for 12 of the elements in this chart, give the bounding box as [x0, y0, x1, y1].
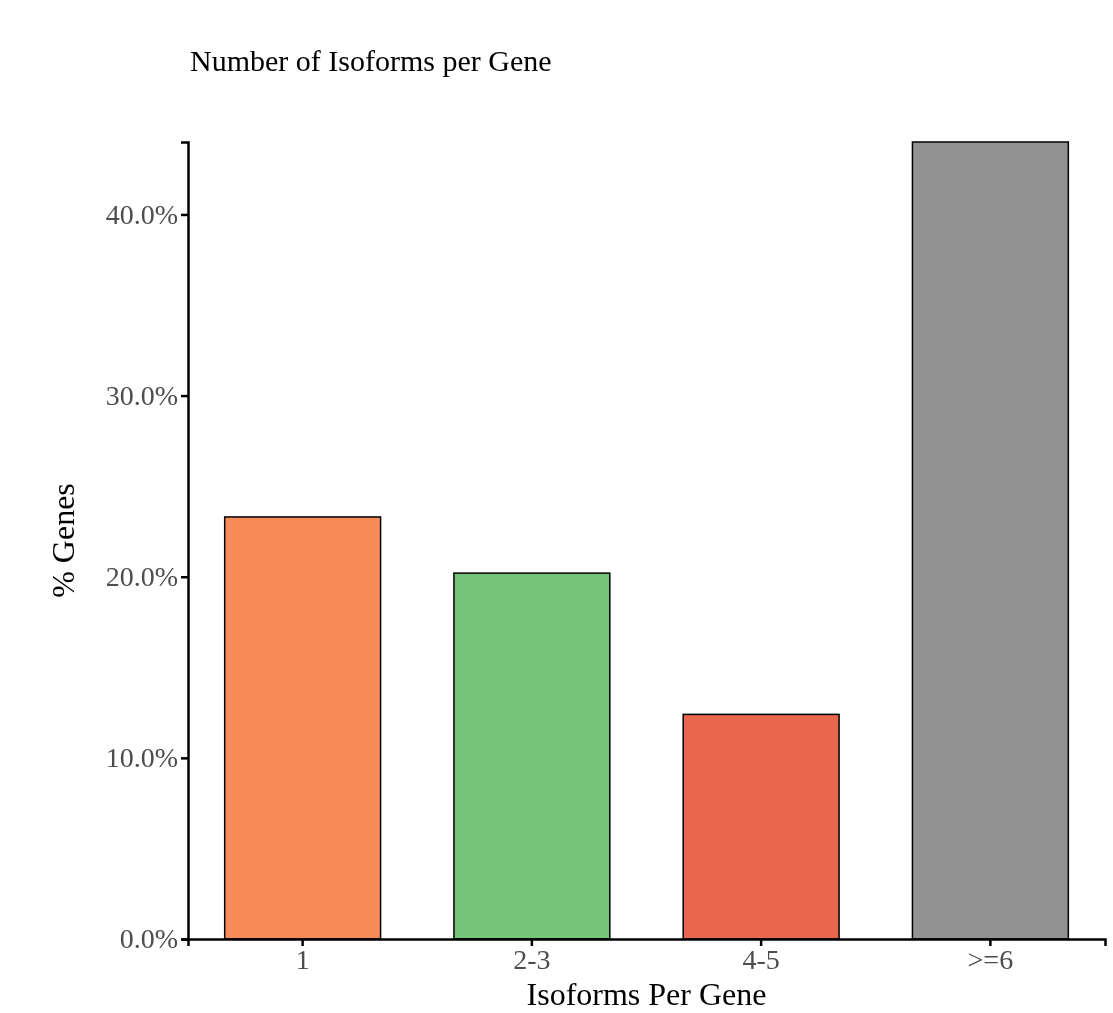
y-tick-label: 40.0%	[105, 198, 178, 230]
y-tick-label: 0.0%	[119, 923, 178, 955]
chart-title: Number of Isoforms per Gene	[190, 44, 552, 77]
y-tick-label: 20.0%	[105, 561, 178, 593]
y-tick-label: 30.0%	[105, 380, 178, 412]
x-axis-title: Isoforms Per Gene	[526, 976, 767, 1012]
y-axis-title: % Genes	[45, 483, 81, 598]
y-tick-label: 10.0%	[105, 742, 178, 774]
x-tick-label: 1	[295, 943, 310, 975]
x-tick-label: >=6	[967, 943, 1014, 975]
x-tick-label: 4-5	[742, 943, 780, 975]
x-tick-label: 2-3	[513, 943, 551, 975]
